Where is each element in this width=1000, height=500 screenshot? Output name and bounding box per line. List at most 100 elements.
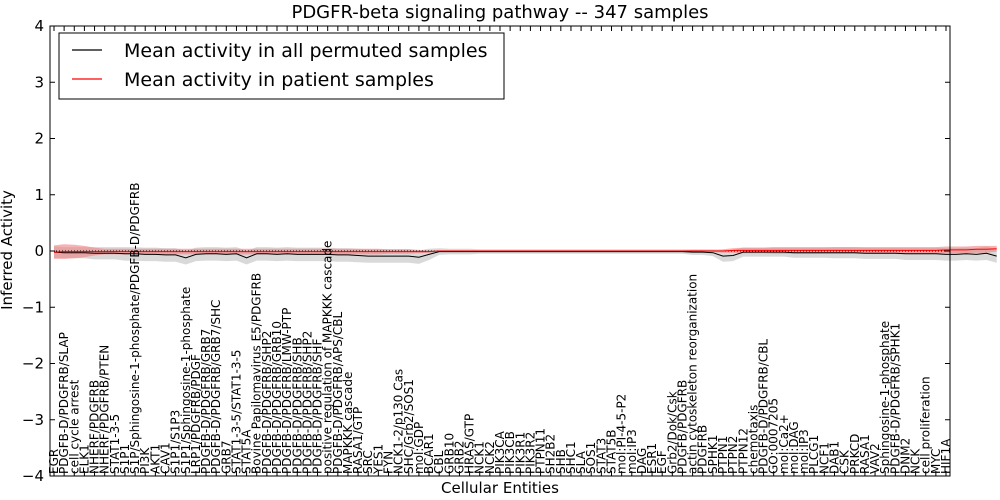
- x-tick-label: S1P/Sphingosine-1-phosphate/PDGFB-D/PDGF…: [128, 183, 142, 474]
- chart-title: PDGFR-beta signaling pathway -- 347 samp…: [291, 2, 708, 23]
- x-tick-label: MAPKKK cascade: [341, 372, 355, 474]
- x-tick-label: YES1: [371, 444, 385, 475]
- x-tick-label: actin cytoskeleton reorganization: [686, 274, 700, 474]
- x-tick-label: PDGFB-D/PDGFRB/CBL: [757, 339, 771, 474]
- x-tick-label: SLA: [574, 450, 588, 474]
- x-tick-label: PDGFB-D/PDGFRB/SLAP: [57, 332, 71, 474]
- y-tick-label: −1: [22, 298, 44, 316]
- series-line-0: [53, 251, 997, 259]
- y-tick-label: 4: [34, 17, 44, 35]
- x-tick-label: GRB7: [219, 440, 233, 474]
- y-tick-label: 0: [34, 242, 44, 260]
- x-tick-label: PIK3R1: [513, 432, 527, 474]
- legend-box: [58, 32, 505, 100]
- y-tick-label: −4: [22, 467, 44, 485]
- x-tick-label: PDGFB-D/PDGFRB/GRB7: [199, 329, 213, 474]
- x-tick-label: mol:DAG: [787, 421, 801, 474]
- x-tick-label: Bovine Papilomavirus E5/PDGFRB: [250, 273, 264, 474]
- x-tick-label: NCK1: [473, 441, 487, 474]
- x-tick-label: chemotaxis: [746, 405, 760, 474]
- legend-label: Mean activity in all permuted samples: [124, 40, 487, 62]
- x-tick-label: STAT3: [594, 438, 608, 474]
- x-tick-label: PDGFB-D/PDGFRB/APS/CBL: [331, 311, 345, 474]
- x-tick-label: cell cycle arrest: [67, 379, 81, 474]
- x-tick-label: PDGFB-D/PDGFRB/SHP2: [300, 331, 314, 474]
- x-tick-label: NCF1: [817, 442, 831, 474]
- x-tick-label: positive regulation of MAPKKK cascade: [321, 241, 335, 474]
- x-tick-label: PDGFB-D/PDGFRB/LMW-PTP: [280, 308, 294, 474]
- x-tick-label: HRAS/GTP: [463, 414, 477, 474]
- x-tick-label: DNM2: [899, 438, 913, 474]
- x-tick-label: Grb2/Dok/Csk: [665, 391, 679, 474]
- x-tick-label: S1P1/Sphingosine-1-phosphate: [179, 287, 193, 474]
- y-tick-label: 1: [34, 186, 44, 204]
- x-tick-label: BCAR1: [422, 433, 436, 474]
- x-tick-label: NCK2: [483, 441, 497, 474]
- x-tick-label: DAB1: [828, 441, 842, 474]
- x-tick-label: SHC1: [564, 441, 578, 474]
- x-tick-label: LRP1/PDGFRB/PDGF: [189, 354, 203, 474]
- x-tick-label: PDGFB/PDGFRB: [676, 380, 690, 474]
- x-tick-label: NCK1-2/p130 Cas: [392, 369, 406, 474]
- x-tick-label: CSK: [838, 449, 852, 474]
- x-tick-label: SHC/Grb2/SOS1: [402, 379, 416, 474]
- legend-label: Mean activity in patient samples: [124, 69, 434, 91]
- x-tick-label: STAT1-3-5: [108, 414, 122, 474]
- x-tick-label: PIK3CB: [503, 431, 517, 474]
- y-axis-label: Inferred Activity: [0, 190, 16, 310]
- x-tick-label: RASA1/GTP: [351, 407, 365, 474]
- x-tick-label: mol:IP3: [797, 429, 811, 474]
- x-tick-label: PIK3R2: [523, 432, 537, 474]
- y-tick-label: −2: [22, 355, 44, 373]
- x-tick-label: ESR1: [645, 443, 659, 474]
- x-tick-label: mol:PI-4-5-P2: [615, 394, 629, 474]
- x-tick-label: NHERF/PDGFRB: [88, 380, 102, 474]
- x-tick-label: ELK1: [77, 444, 91, 474]
- x-tick-label: Sphingosine-1-phosphate: [878, 321, 892, 474]
- y-tick-label: 3: [34, 73, 44, 91]
- x-axis-label: Cellular Entities: [441, 479, 559, 497]
- x-tick-label: STAT1-3-5/STAT1-3-5: [230, 350, 244, 474]
- x-tick-label: PDGFB-D/PDGFRB/GRB7/SHC: [209, 300, 223, 474]
- x-tick-label: SPHK1: [706, 435, 720, 474]
- x-tick-label: PIK3CA: [493, 430, 507, 474]
- x-tick-label: PDGFB-D/PDGFRB/GRB10: [270, 321, 284, 474]
- x-tick-label: PTPN11: [534, 428, 548, 474]
- x-tick-label: cell proliferation: [919, 376, 933, 474]
- x-tick-label: GO:0007205: [767, 398, 781, 474]
- y-tick-label: −3: [22, 411, 44, 429]
- x-tick-label: DAG: [635, 448, 649, 474]
- x-tick-label: SH2B2: [544, 434, 558, 474]
- x-tick-label: SHB: [554, 449, 568, 474]
- x-tick-label: mol:Ca2+: [777, 414, 791, 474]
- x-tick-label: PDGFB-D/PDGFRB/SPHK1: [888, 323, 902, 474]
- x-tick-label: EGF: [655, 450, 669, 474]
- x-tick-label: VAV2: [868, 443, 882, 474]
- x-tick-label: MYC: [929, 449, 943, 474]
- series-lines: [50, 248, 997, 259]
- x-tick-label: S1P1: [118, 444, 132, 474]
- legend: Mean activity in all permuted samples Mea…: [58, 32, 505, 100]
- x-tick-label: GRB2: [453, 440, 467, 474]
- x-tick-label: FYN: [382, 451, 396, 474]
- x-tick-label: SOS1: [584, 442, 598, 474]
- x-tick-label: NCK: [909, 448, 923, 474]
- x-tick-label: CAV1: [159, 442, 173, 474]
- x-tick-label: PI3K: [138, 447, 152, 474]
- x-tick-label: mol:IP3: [625, 429, 639, 474]
- x-tick-label: PDGFB-D/PDGFRB/SHP2: [260, 331, 274, 474]
- x-tick-label: PLCG1: [807, 435, 821, 474]
- x-tick-label: RASA1: [858, 434, 872, 474]
- x-tick-label: STAT5A: [240, 429, 254, 474]
- x-tick-label: CBL: [432, 450, 446, 474]
- y-tick-label: 2: [34, 130, 44, 148]
- x-tick-label: PTPN12: [736, 428, 750, 474]
- x-tick-label: PTPN2: [726, 436, 740, 474]
- x-tick-label: SRC: [361, 450, 375, 474]
- x-tick-label: PTPN1: [716, 436, 730, 474]
- x-tick-label: NHERF/PDGFRB/PTEN: [98, 345, 112, 474]
- x-tick-label: mol:GDP: [412, 422, 426, 474]
- series-line-1: [53, 248, 997, 253]
